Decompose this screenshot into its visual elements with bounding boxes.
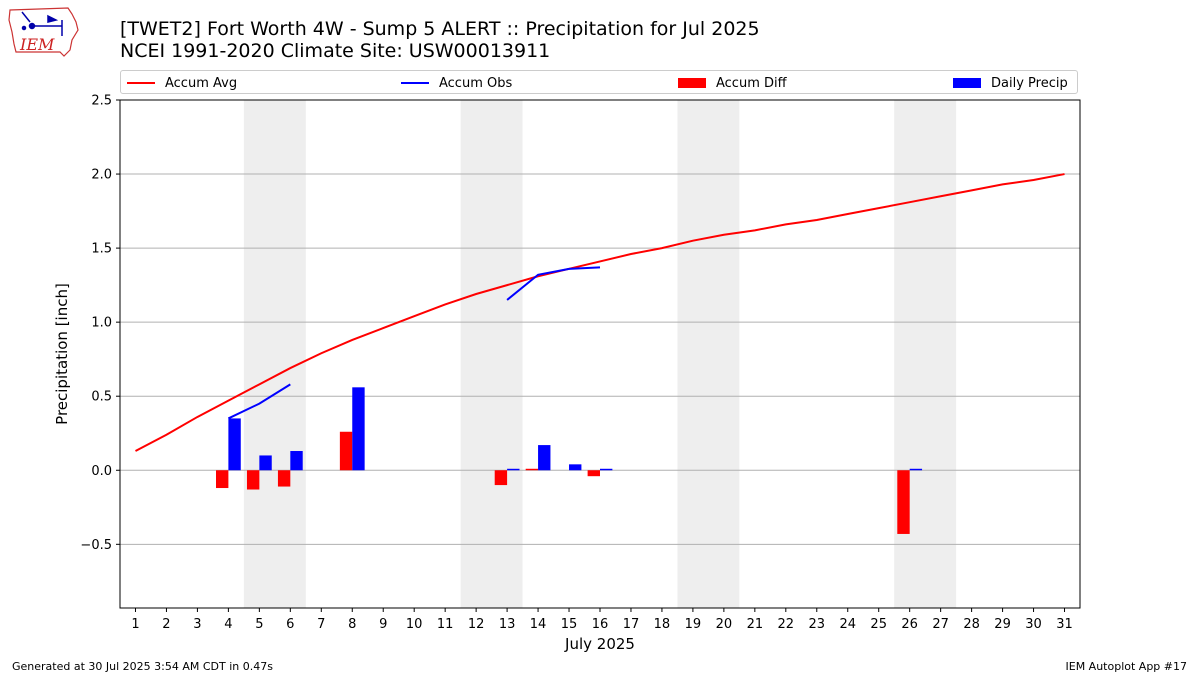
x-tick-label: 24 — [839, 617, 856, 632]
accum-diff-bar — [897, 470, 910, 534]
daily-precip-bar — [290, 451, 303, 471]
legend-label-accum-diff: Accum Diff — [716, 75, 787, 91]
accum-diff-bar — [587, 470, 600, 477]
accum-obs-line-1 — [506, 266, 601, 301]
x-tick-label: 13 — [499, 617, 516, 632]
daily-precip-bar — [352, 387, 365, 471]
weather-station-icon — [21, 11, 63, 36]
accum-diff-bar — [246, 470, 260, 490]
x-tick-label: 1 — [131, 617, 139, 632]
x-tick-label: 2 — [162, 617, 170, 632]
x-tick-label: 30 — [1025, 617, 1042, 632]
legend-item-accum-diff: Accum Diff — [678, 74, 787, 92]
logo-text: IEM — [19, 35, 55, 54]
y-tick-label: 1.5 — [91, 242, 112, 257]
legend-label-daily-precip: Daily Precip — [991, 75, 1068, 91]
x-tick-label: 17 — [623, 617, 640, 632]
chart-subtitle: NCEI 1991-2020 Climate Site: USW00013911 — [120, 40, 551, 62]
x-tick-label: 3 — [193, 617, 201, 632]
x-tick-label: 14 — [530, 617, 547, 632]
x-tick-label: 31 — [1056, 617, 1073, 632]
x-tick-label: 7 — [317, 617, 325, 632]
x-tick-label: 16 — [592, 617, 609, 632]
x-tick-label: 25 — [870, 617, 887, 632]
accum-diff-bar — [216, 470, 229, 489]
weekend-shading — [243, 100, 957, 608]
bars — [216, 387, 923, 534]
accum-obs-line-0 — [227, 383, 291, 420]
y-tick-label: −0.5 — [80, 538, 112, 553]
accum-diff-bar — [525, 468, 539, 471]
grid-lines — [120, 99, 1080, 545]
accum-diff-bar — [339, 431, 353, 471]
weekend-shade-1 — [460, 100, 523, 608]
legend-label-accum-obs: Accum Obs — [439, 75, 513, 91]
x-tick-label: 6 — [286, 617, 294, 632]
y-axis-label: Precipitation [inch] — [53, 283, 71, 425]
y-tick-label: 2.0 — [91, 168, 112, 183]
daily-precip-bar — [538, 445, 551, 471]
y-tick-label: 0.0 — [91, 464, 112, 479]
series-lines — [135, 173, 1065, 452]
legend-item-accum-obs: Accum Obs — [401, 74, 512, 92]
y-tick-label: 2.5 — [91, 94, 112, 109]
x-tick-label: 11 — [437, 617, 454, 632]
legend-item-accum-avg: Accum Avg — [127, 74, 237, 92]
axes: −0.50.00.51.01.52.02.51 2 3 4 5 6 7 8 9 10 11 12 13 1… — [80, 94, 1081, 632]
daily-precip-bar — [507, 468, 520, 471]
footer-app: IEM Autoplot App #17 — [1065, 660, 1188, 673]
legend-swatch-accum-avg — [127, 82, 155, 84]
legend-item-daily-precip: Daily Precip — [953, 74, 1068, 92]
daily-precip-bar — [909, 468, 923, 471]
weekend-shade-2 — [677, 100, 740, 608]
legend-label-accum-avg: Accum Avg — [165, 75, 238, 91]
chart-title: [TWET2] Fort Worth 4W - Sump 5 ALERT :: … — [120, 18, 760, 40]
x-tick-label: 29 — [994, 617, 1011, 632]
x-tick-label: 23 — [809, 617, 826, 632]
x-tick-label: 26 — [901, 617, 918, 632]
x-tick-label: 5 — [255, 617, 263, 632]
x-tick-label: 28 — [963, 617, 980, 632]
footer-generated: Generated at 30 Jul 2025 3:54 AM CDT in … — [12, 660, 273, 673]
daily-precip-bar — [569, 464, 582, 471]
legend-swatch-accum-obs — [401, 82, 429, 84]
x-tick-label: 4 — [224, 617, 232, 632]
x-tick-label: 9 — [379, 617, 387, 632]
x-tick-label: 8 — [348, 617, 356, 632]
legend-swatch-accum-diff — [678, 78, 706, 88]
legend-swatch-daily-precip — [953, 78, 981, 88]
weekend-shade-3 — [894, 100, 957, 608]
daily-precip-bar — [259, 455, 272, 471]
x-tick-label: 21 — [747, 617, 764, 632]
y-tick-label: 1.0 — [91, 316, 112, 331]
x-tick-label: 27 — [932, 617, 949, 632]
plot-frame — [119, 99, 1081, 609]
x-axis-label: July 2025 — [564, 635, 635, 653]
x-tick-label: 10 — [406, 617, 423, 632]
daily-precip-bar — [600, 468, 613, 471]
x-tick-label: 22 — [778, 617, 795, 632]
y-tick-label: 0.5 — [91, 390, 112, 405]
iowa-outline-icon — [8, 7, 79, 57]
accum-diff-bar — [277, 470, 291, 487]
accum-avg-line — [135, 173, 1065, 452]
x-tick-label: 20 — [716, 617, 733, 632]
x-tick-label: 12 — [468, 617, 485, 632]
x-tick-label: 15 — [561, 617, 578, 632]
daily-precip-bar — [228, 418, 241, 471]
iem-logo: IEM — [8, 7, 79, 57]
weekend-shade-0 — [243, 100, 306, 608]
legend: Accum Avg Accum Obs Accum Diff Daily Pre… — [120, 70, 1078, 94]
x-tick-label: 19 — [685, 617, 702, 632]
accum-diff-bar — [494, 470, 508, 486]
x-tick-label: 18 — [654, 617, 671, 632]
